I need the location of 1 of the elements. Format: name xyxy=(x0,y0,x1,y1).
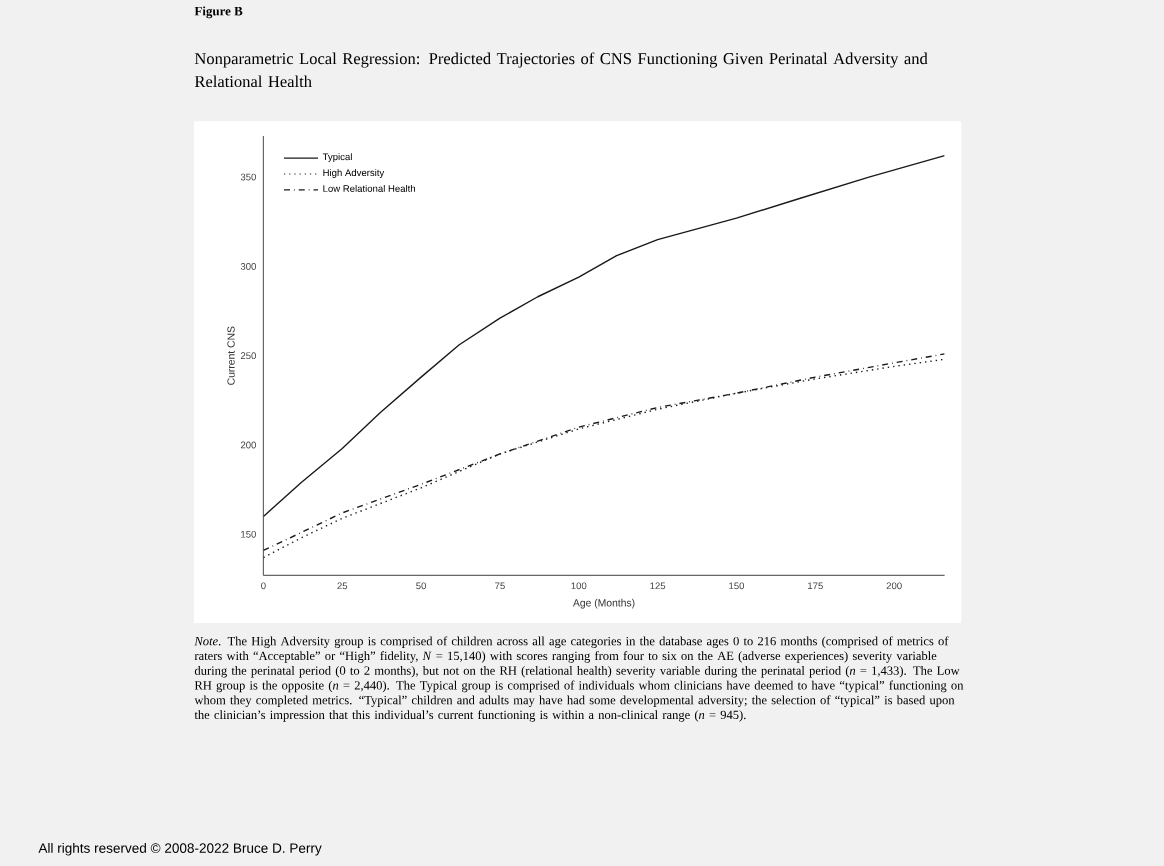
chart-subtitle: Nonparametric Local Regression: Predicted Trajectories of CNS Functioning Given Perinatal Adversity and Relational Health xyxy=(194,52,928,88)
